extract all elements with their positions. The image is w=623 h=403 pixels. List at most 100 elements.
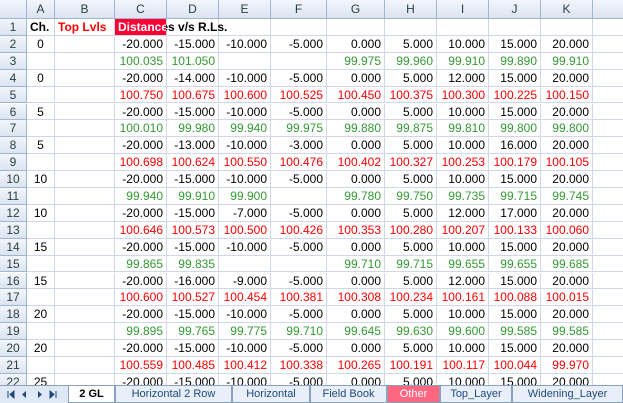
cell[interactable]: 12.000 <box>437 69 489 87</box>
cell[interactable] <box>541 19 593 36</box>
cell[interactable]: -20.000 <box>115 340 167 357</box>
cell[interactable]: -15.000 <box>167 171 219 188</box>
sheet-tab[interactable]: Horizontal 2 Row <box>115 386 232 403</box>
cell[interactable]: -5.000 <box>271 171 327 188</box>
cell[interactable] <box>219 52 271 70</box>
cell[interactable] <box>593 256 623 273</box>
cell[interactable]: 0.000 <box>327 204 385 222</box>
row-header[interactable]: 18 <box>0 306 27 324</box>
cell[interactable]: -14.000 <box>167 69 219 87</box>
cell[interactable] <box>55 255 115 273</box>
cell[interactable]: 0.000 <box>327 103 385 121</box>
cell[interactable] <box>55 221 115 239</box>
cell[interactable]: 20.000 <box>541 272 593 290</box>
cell[interactable]: -5.000 <box>271 69 327 87</box>
row-header[interactable]: 9 <box>0 154 27 172</box>
cell[interactable]: 99.940 <box>115 188 167 205</box>
column-header[interactable]: F <box>271 0 327 19</box>
cell[interactable]: Top Lvls <box>55 19 115 36</box>
cell[interactable]: 101.050 <box>167 52 219 70</box>
row-header[interactable]: 6 <box>0 103 27 121</box>
cell[interactable]: 0.000 <box>327 171 385 188</box>
cell[interactable] <box>55 52 115 70</box>
cell[interactable]: 5.000 <box>385 204 437 222</box>
cell[interactable]: -10.000 <box>219 137 271 155</box>
sheet-tab[interactable]: 2 GL <box>68 386 115 403</box>
cell[interactable]: 20 <box>27 340 55 357</box>
cell[interactable] <box>27 323 55 341</box>
cell[interactable]: 15.000 <box>489 340 541 357</box>
sheet-tab[interactable]: Other <box>387 386 440 403</box>
cell[interactable] <box>271 255 327 273</box>
cell[interactable] <box>593 120 623 138</box>
cell[interactable]: 99.880 <box>327 120 385 138</box>
column-header[interactable]: C <box>115 0 167 19</box>
cell[interactable]: 15.000 <box>489 306 541 324</box>
cell[interactable]: 100.353 <box>327 221 385 239</box>
cell[interactable]: Distances v/s R.Ls.Distances v/s R.Ls. <box>115 19 227 36</box>
cell[interactable]: 5.000 <box>385 340 437 357</box>
cell[interactable]: 99.800 <box>489 120 541 138</box>
sheet-tab[interactable]: Widening_Layer <box>512 386 623 403</box>
row-header[interactable]: 20 <box>0 340 27 357</box>
cell[interactable]: 20.000 <box>541 171 593 188</box>
cell[interactable] <box>593 289 623 307</box>
cell[interactable]: -3.000 <box>271 137 327 155</box>
cell[interactable]: 100.060 <box>541 221 593 239</box>
cell[interactable]: 100.088 <box>489 289 541 307</box>
cell[interactable]: 99.910 <box>437 52 489 70</box>
cell[interactable]: -9.000 <box>219 272 271 290</box>
cell[interactable] <box>437 19 489 36</box>
cell[interactable]: 99.810 <box>437 120 489 138</box>
cell[interactable]: 100.338 <box>271 357 327 374</box>
cell[interactable]: 100.044 <box>489 357 541 374</box>
cell[interactable]: -15.000 <box>167 306 219 324</box>
column-header[interactable]: D <box>167 0 219 19</box>
sheet-tab[interactable]: Horizontal <box>232 386 310 403</box>
cell[interactable]: 20.000 <box>541 69 593 87</box>
cell[interactable]: 100.525 <box>271 86 327 104</box>
cell[interactable]: -16.000 <box>167 272 219 290</box>
cell[interactable]: 5.000 <box>385 238 437 256</box>
cell[interactable]: 0.000 <box>327 137 385 155</box>
cell[interactable]: 99.895 <box>115 323 167 341</box>
column-header[interactable]: I <box>437 0 489 19</box>
cell[interactable]: -7.000 <box>219 204 271 222</box>
cell[interactable]: 10.000 <box>437 238 489 256</box>
cell[interactable]: 99.710 <box>327 255 385 273</box>
cell[interactable]: 99.655 <box>489 255 541 273</box>
cell[interactable] <box>55 103 115 121</box>
cell[interactable]: 99.970 <box>541 357 593 374</box>
cell[interactable]: 99.980 <box>167 120 219 138</box>
cell[interactable]: 99.775 <box>219 323 271 341</box>
cell[interactable]: 100.280 <box>385 221 437 239</box>
cell[interactable]: 100.308 <box>327 289 385 307</box>
cell[interactable]: 100.412 <box>219 357 271 374</box>
cell[interactable]: 10.000 <box>437 306 489 324</box>
cell[interactable] <box>593 171 623 188</box>
cell[interactable]: 100.527 <box>167 289 219 307</box>
column-header[interactable]: E <box>219 0 271 19</box>
cell[interactable]: 10.000 <box>437 35 489 53</box>
cell[interactable]: 100.375 <box>385 86 437 104</box>
cell[interactable]: 5.000 <box>385 272 437 290</box>
row-header[interactable]: 10 <box>0 171 27 188</box>
cell[interactable]: -20.000 <box>115 137 167 155</box>
cell[interactable]: 100.010 <box>115 120 167 138</box>
cell[interactable] <box>55 86 115 104</box>
cell[interactable]: 5 <box>27 103 55 121</box>
cell[interactable]: 99.655 <box>437 255 489 273</box>
cell[interactable]: -10.000 <box>219 35 271 53</box>
cell[interactable]: 0.000 <box>327 340 385 357</box>
cell[interactable]: -20.000 <box>115 204 167 222</box>
row-header[interactable]: 19 <box>0 323 27 341</box>
cell[interactable]: 10.000 <box>437 171 489 188</box>
cell[interactable]: 100.253 <box>437 154 489 172</box>
cell[interactable]: 15 <box>27 272 55 290</box>
cell[interactable]: 99.960 <box>385 52 437 70</box>
cell[interactable]: 100.225 <box>489 86 541 104</box>
cell[interactable] <box>593 137 623 155</box>
cell[interactable]: 0.000 <box>327 35 385 53</box>
cell[interactable] <box>593 340 623 357</box>
cell[interactable] <box>55 238 115 256</box>
